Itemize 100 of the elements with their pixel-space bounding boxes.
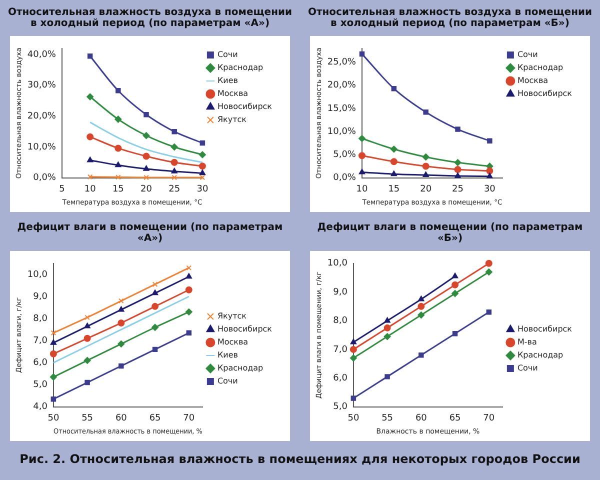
legend-label: Новосибирск [217, 102, 272, 112]
y-tick-label: 10,0 [27, 270, 48, 280]
y-tick-label: 5,0% [333, 150, 356, 160]
point [152, 346, 158, 352]
x-tick-label: 65 [149, 414, 161, 424]
chart-title: Дефицит влаги в помещении (по параметрам «Б») [316, 221, 584, 246]
point [487, 138, 492, 144]
point [452, 281, 459, 288]
y-tick-label: 7,0 [333, 344, 348, 355]
y-tick-label: 15,0% [327, 104, 356, 114]
x-tick-label: 30 [484, 184, 496, 195]
point [199, 170, 206, 176]
point [143, 165, 150, 171]
point [185, 308, 192, 316]
y-tick-label: 10,0% [27, 142, 56, 152]
point [452, 331, 458, 336]
point [452, 272, 458, 278]
point [186, 273, 192, 279]
point [87, 53, 93, 59]
point [422, 172, 429, 178]
point [198, 162, 206, 170]
point [486, 172, 493, 178]
text: Рис. 2. Относительная влажность в помещениях для некоторых городов России [18, 452, 582, 466]
point [455, 126, 460, 132]
legend-label: Москва [217, 89, 248, 98]
point [84, 380, 90, 386]
legend-label: Москва [217, 338, 248, 347]
point [144, 174, 149, 180]
x-tick-label: 5 [59, 184, 65, 195]
point [86, 93, 94, 100]
legend-label: Краснодар [217, 63, 264, 72]
legend-label: Новосибирск [517, 89, 572, 98]
x-tick-label: 70 [183, 414, 195, 424]
point [418, 302, 425, 310]
point [358, 152, 366, 160]
x-tick-label: 30 [196, 184, 208, 195]
point [486, 167, 494, 174]
x-tick-label: 10 [84, 184, 96, 195]
x-tick-label: 70 [483, 414, 495, 424]
point [50, 339, 57, 345]
point [114, 144, 122, 152]
point [118, 340, 125, 348]
point [358, 135, 366, 142]
point [350, 354, 357, 362]
point [152, 324, 159, 331]
point [116, 88, 121, 94]
point [50, 374, 57, 381]
x-tick-label: 50 [48, 414, 60, 424]
point [172, 174, 177, 180]
point [390, 170, 398, 176]
chart-title: Относительная влажность воздуха в помещении в холодный период (по параметрам «Б») [306, 6, 594, 31]
point [418, 352, 424, 358]
point [350, 338, 357, 344]
x-tick-label: 20 [140, 184, 152, 195]
point [152, 290, 158, 296]
point [358, 168, 366, 174]
legend-label: Сочи [517, 364, 538, 373]
x-tick-label: 25 [168, 184, 180, 195]
point [116, 174, 121, 180]
y-tick-label: 5,0 [333, 402, 348, 412]
point [118, 298, 124, 304]
legend-label: Краснодар [517, 350, 564, 360]
point [359, 51, 365, 57]
point [422, 162, 430, 170]
legend-label: Новосибирск [517, 324, 572, 334]
point [486, 310, 492, 315]
point [84, 322, 90, 328]
y-tick-label: 8,0 [333, 316, 348, 326]
x-tick-label: 15 [388, 184, 400, 195]
point [186, 330, 192, 336]
y-tick-label: 6,0 [33, 358, 48, 368]
legend-label: Якутск [217, 312, 247, 321]
y-tick-label: 20,0% [27, 112, 56, 122]
legend-label: Киев [217, 76, 238, 86]
point [390, 146, 398, 153]
point [422, 154, 430, 161]
point [171, 168, 178, 174]
point [152, 282, 158, 287]
point [118, 319, 125, 326]
point [200, 140, 206, 146]
point [114, 116, 122, 123]
point [384, 317, 390, 323]
point [50, 350, 57, 358]
point [418, 296, 424, 302]
point [50, 396, 56, 402]
x-tick-label: 60 [415, 414, 428, 424]
point [350, 346, 357, 353]
point [118, 363, 124, 369]
point [423, 110, 428, 115]
x-tick-label: 25 [452, 184, 464, 195]
y-tick-label: 30,0% [27, 80, 56, 91]
legend-label: Москва [517, 76, 548, 86]
line-series [52, 296, 190, 364]
point [384, 333, 391, 340]
y-tick-label: 10,0 [327, 258, 348, 269]
y-tick-label: 7,0 [33, 336, 48, 346]
point [452, 290, 459, 298]
point [86, 156, 94, 162]
legend-label: Сочи [217, 50, 238, 60]
point [384, 324, 391, 332]
